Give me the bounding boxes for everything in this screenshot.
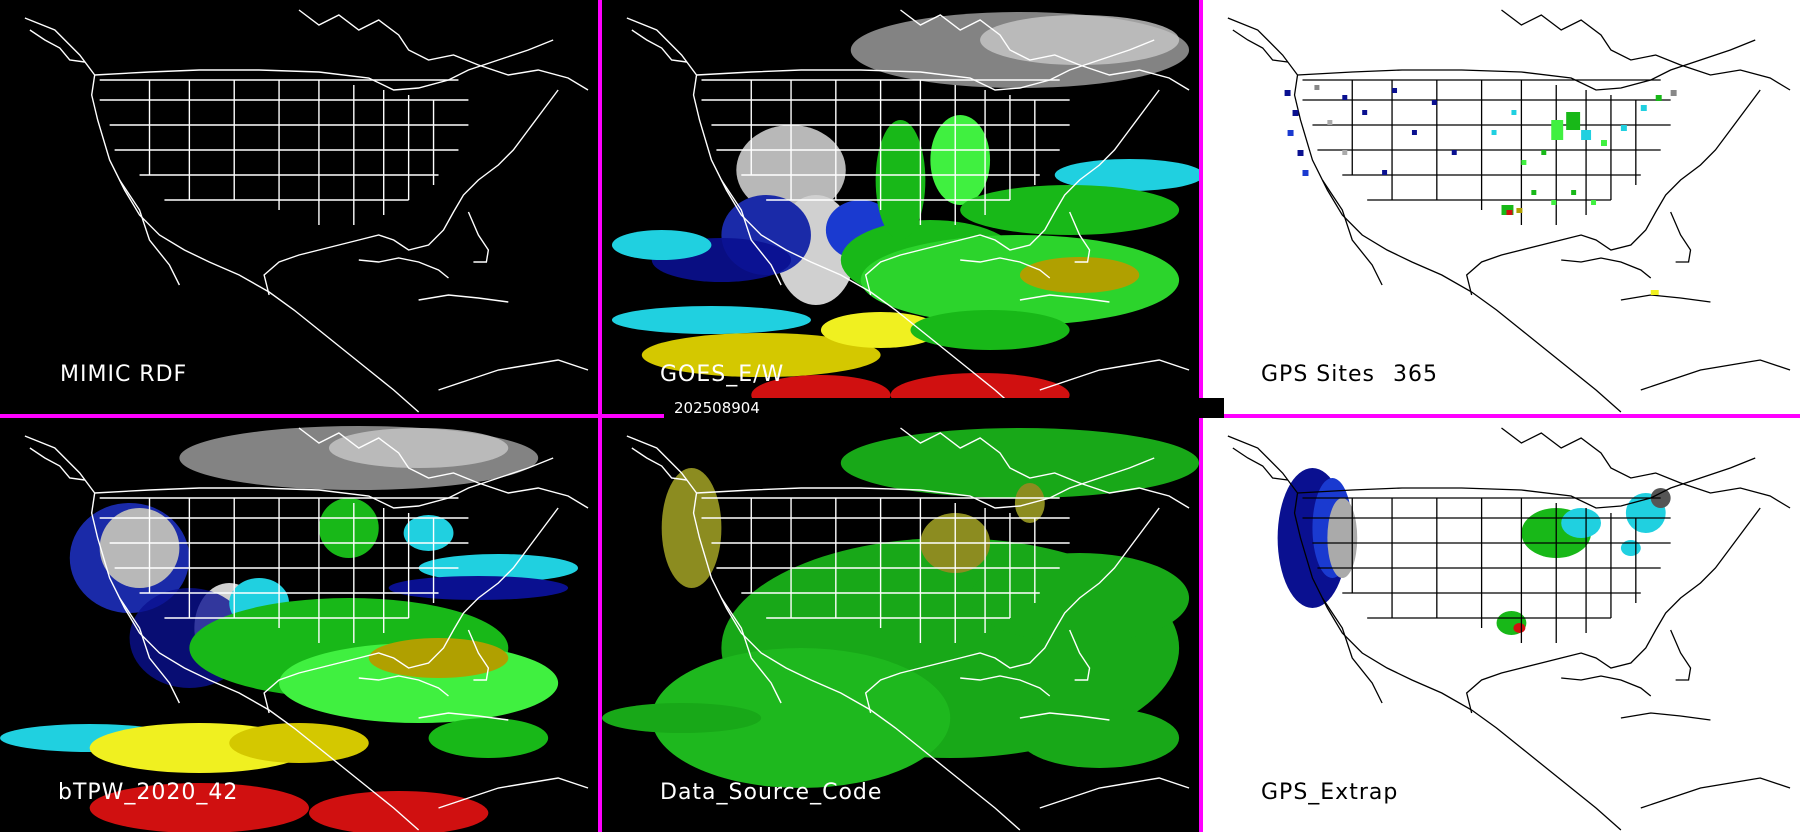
map-data-source xyxy=(602,427,1199,831)
panel-label: Data_Source_Code xyxy=(660,780,883,805)
panel-data-source: Data_Source_Code xyxy=(602,418,1199,832)
map-gps-extrap xyxy=(1227,427,1791,831)
panel-gps-extrap: GPS_Extrap xyxy=(1203,418,1800,832)
panel-mimic-rdf: MIMIC RDF xyxy=(0,0,598,414)
gps-site-markers xyxy=(1284,85,1677,295)
state-boundaries xyxy=(98,79,470,226)
tpw-field xyxy=(611,12,1199,414)
state-boundaries xyxy=(1301,497,1672,644)
state-boundaries xyxy=(1301,79,1672,226)
map-btpw xyxy=(0,426,589,832)
panel-goes: GOES_E/W xyxy=(602,0,1199,414)
panel-label: bTPW_2020_42 xyxy=(58,780,239,805)
source-field xyxy=(602,428,1199,788)
panel-gps-sites: GPS Sites 365 xyxy=(1203,0,1800,414)
map-goes xyxy=(611,9,1199,414)
panel-btpw: bTPW_2020_42 xyxy=(0,418,598,832)
panel-label: GOES_E/W xyxy=(660,362,785,387)
continental-outline xyxy=(24,9,589,413)
map-mimic-rdf xyxy=(24,9,589,413)
panel-label: MIMIC RDF xyxy=(60,362,188,387)
map-gps-sites xyxy=(1227,9,1791,413)
gps-site-count: 365 xyxy=(1393,362,1438,387)
panel-label: GPS_Extrap xyxy=(1261,780,1399,805)
panel-label: GPS Sites xyxy=(1261,362,1375,387)
timestamp-bar: 202508904 xyxy=(664,398,1224,418)
extrap-field xyxy=(1277,468,1671,635)
